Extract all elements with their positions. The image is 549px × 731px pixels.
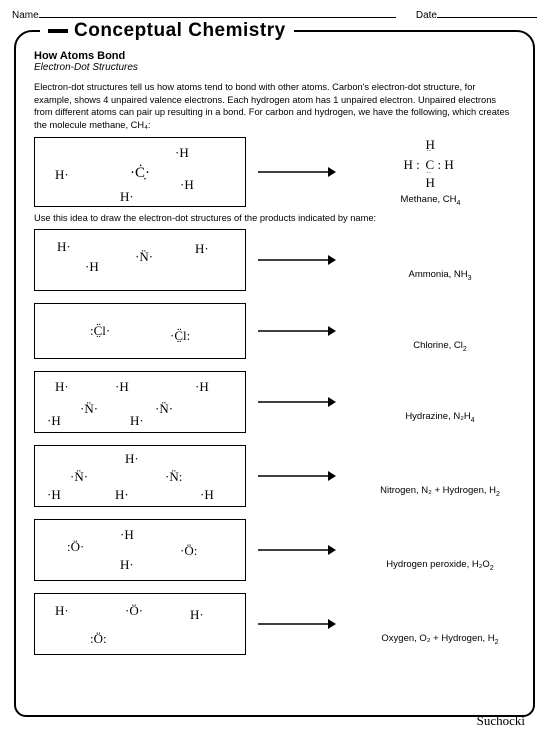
date-input-line[interactable] [437, 8, 537, 18]
atom-H: H· [55, 168, 69, 181]
atom-box-n2h4: H· ·H ·H ·N̈· ·N̈· ·H H· [34, 371, 246, 433]
page-title: Conceptual Chemistry [74, 20, 286, 42]
atom-H: H· [120, 190, 134, 203]
arrow-col [246, 543, 346, 557]
atom-box-carbon-hydrogen: H· ·Ċ̣· ·H ·H H· [34, 137, 246, 207]
arrow-icon [256, 324, 336, 338]
problem-row-n2-h2: H· ·N̈· ·N̈: ·H H· ·H Nitrogen, N₂ + Hyd… [34, 445, 515, 507]
atom-C: ·Ċ̣· [130, 166, 150, 181]
intro-paragraph: Electron-dot structures tell us how atom… [34, 81, 515, 131]
instruction-text: Use this idea to draw the electron-dot s… [34, 213, 515, 223]
date-label: Date [416, 10, 437, 21]
arrow-col [246, 253, 346, 267]
arrow-col [246, 165, 346, 179]
atom-box-o2h2: H· ·Ö· H· :Ö: [34, 593, 246, 655]
problem-row-o2-h2: H· ·Ö· H· :Ö: Oxygen, O₂ + Hydrogen, H2 [34, 593, 515, 655]
product-name-h2o2: Hydrogen peroxide, H₂O2 [355, 559, 525, 572]
product-name-n2-h2: Nitrogen, N₂ + Hydrogen, H2 [355, 485, 525, 498]
name-label: Name [12, 10, 39, 21]
problem-row-h2o2: :Ö· ·H H· ·Ö: Hydrogen peroxide, H₂O2 [34, 519, 515, 581]
product-name-ammonia: Ammonia, NH3 [355, 269, 525, 282]
arrow-icon [256, 395, 336, 409]
arrow-col [246, 395, 346, 409]
example-row: H· ·Ċ̣· ·H ·H H· H H : C : H ·· ·· H [34, 137, 515, 207]
methane-product: H H : C : H ·· ·· H Methane, CH4 [346, 138, 515, 207]
section-subheading: Electron-Dot Structures [34, 62, 515, 73]
problem-row-chlorine: :C̤̈l· ·C̤̈l: Chlorine, Cl2 [34, 303, 515, 359]
atom-box-cl2: :C̤̈l· ·C̤̈l: [34, 303, 246, 359]
arrow-icon [256, 253, 336, 267]
arrow-icon [256, 617, 336, 631]
atom-box-h2o2: :Ö· ·H H· ·Ö: [34, 519, 246, 581]
section-heading: How Atoms Bond [34, 50, 515, 62]
arrow-col [246, 617, 346, 631]
atom-box-nh3: H· ·H ·N̈· H· [34, 229, 246, 291]
title-rule-icon [48, 29, 68, 33]
methane-structure: H H : C : H ·· ·· H [396, 138, 466, 194]
arrow-icon [256, 165, 336, 179]
atom-H: ·H [180, 178, 194, 191]
title-band: Conceptual Chemistry [40, 20, 294, 42]
arrow-col [246, 324, 346, 338]
name-input-line[interactable] [39, 8, 396, 18]
atom-box-n2h2: H· ·N̈· ·N̈: ·H H· ·H [34, 445, 246, 507]
author-signature: Suchocki [477, 713, 525, 729]
page-frame: Conceptual Chemistry How Atoms Bond Elec… [14, 30, 535, 717]
atom-H: ·H [175, 146, 189, 159]
content-area: How Atoms Bond Electron-Dot Structures E… [34, 50, 515, 703]
product-name-hydrazine: Hydrazine, N₂H4 [355, 411, 525, 424]
arrow-col [246, 469, 346, 483]
arrow-icon [256, 469, 336, 483]
product-name-chlorine: Chlorine, Cl2 [355, 340, 525, 353]
product-name-o2-h2: Oxygen, O₂ + Hydrogen, H2 [355, 633, 525, 646]
product-name-methane: Methane, CH4 [346, 194, 515, 207]
problem-row-hydrazine: H· ·H ·H ·N̈· ·N̈· ·H H· Hydrazine, N₂H4 [34, 371, 515, 433]
problem-row-ammonia: H· ·H ·N̈· H· Ammonia, NH3 [34, 229, 515, 291]
arrow-icon [256, 543, 336, 557]
